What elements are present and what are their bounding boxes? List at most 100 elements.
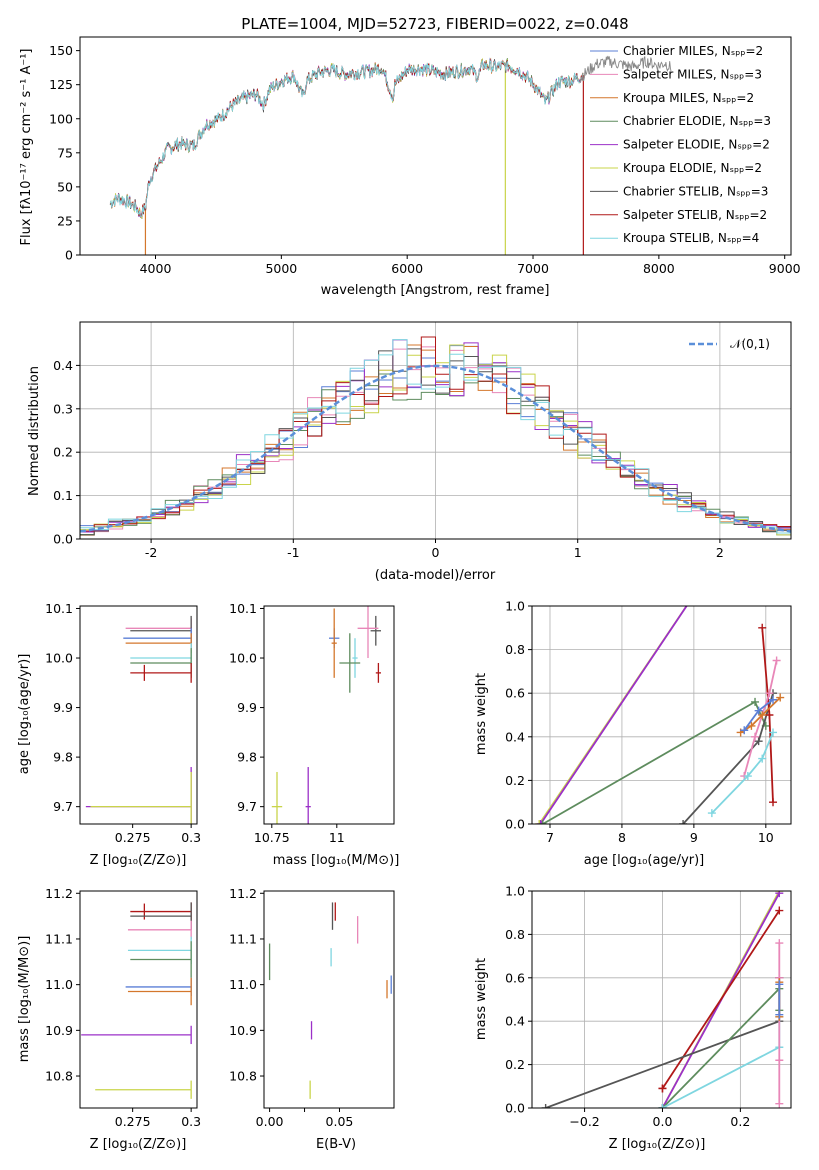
residuals-xtick-label: -2 <box>145 545 157 560</box>
spectrum-series-line <box>109 59 584 217</box>
age-weight-point-marker <box>765 711 774 719</box>
age-weight-point-marker <box>747 721 756 730</box>
age-weight-ytick-label: 0.0 <box>505 817 525 832</box>
z-weight-point-marker <box>658 1104 667 1108</box>
age-weight-point-marker <box>690 591 698 599</box>
histogram-xlabel: (data-model)/error <box>375 568 496 583</box>
spectrum-ytick-label: 0 <box>65 248 73 263</box>
z-weight-xtick-label: 0.2 <box>730 1114 750 1129</box>
spectrum-legend-label: Chabrier ELODIE, Nₛₚₚ=3 <box>623 114 771 128</box>
z-age-xtick-label: 0.3 <box>181 830 201 845</box>
spectrum-xtick-label: 5000 <box>265 261 297 276</box>
age-weight-point-marker <box>758 623 767 632</box>
spectrum-legend-label: Salpeter ELODIE, Nₛₚₚ=2 <box>623 138 770 152</box>
age-weight-xtick-label: 7 <box>546 830 554 845</box>
ebv-mass-panel: E(B-V) <box>316 1137 356 1152</box>
gaussian-reference-line <box>80 364 791 533</box>
z-age-border <box>79 605 198 825</box>
spectrum-xtick-label: 7000 <box>517 261 549 276</box>
z-weight-axes: −0.2 0.0 0.2 0.0 0.2 0.4 0.6 0.8 1.0 <box>505 884 792 1129</box>
ebv-mass-ytick-label: 11.2 <box>229 886 257 901</box>
z-weight-point-marker <box>775 980 784 989</box>
residuals-ytick-label: 0.2 <box>53 445 73 460</box>
age-weight-point-marker <box>740 726 749 735</box>
z-mass-border <box>79 890 198 1109</box>
z-weight-ytick-label: 0.0 <box>505 1101 525 1116</box>
spectrum-panel: PLATE=1004, MJD=52723, FIBERID=0022, z=0… <box>19 15 771 298</box>
spectrum-series-line <box>110 59 584 219</box>
z-age-marks <box>85 615 192 824</box>
ebv-mass-axes: 0.00 0.05 10.8 10.9 11.0 11.1 11.2 <box>229 886 395 1129</box>
z-weight-ytick-label: 1.0 <box>505 884 525 899</box>
z-age-panel: Z [log₁₀(Z/Z⊙)] age [log₁₀(age/yr)] <box>17 654 186 868</box>
z-weight-ytick-label: 0.6 <box>505 970 525 985</box>
spectrum-legend-label: Salpeter MILES, Nₛₚₚ=3 <box>623 67 762 81</box>
age-weight-point-marker <box>772 656 781 665</box>
gaussian-legend-label: 𝒩(0,1) <box>730 337 770 351</box>
age-weight-marks <box>535 591 785 824</box>
spectrum-legend-label: Kroupa ELODIE, Nₛₚₚ=2 <box>623 161 762 175</box>
ebv-mass-ytick-label: 10.9 <box>229 1023 257 1038</box>
age-weight-ylabel: mass weight <box>474 673 489 755</box>
z-weight-frame: −0.2 0.0 0.2 0.0 0.2 0.4 0.6 0.8 1.0 <box>505 884 792 1129</box>
ebv-mass-ytick-label: 11.0 <box>229 977 257 992</box>
z-weight-marks <box>541 891 784 1108</box>
age-weight-panel: age [log₁₀(age/yr)] mass weight <box>474 673 704 868</box>
spectrum-series-line <box>109 57 584 218</box>
spectrum-series-line <box>109 57 584 219</box>
z-weight-series-line <box>661 986 781 1108</box>
spectrum-border <box>79 36 792 256</box>
residuals-ytick-label: 0.0 <box>53 532 73 547</box>
age-weight-xtick-label: 8 <box>618 830 626 845</box>
spectrum-title: PLATE=1004, MJD=52723, FIBERID=0022, z=0… <box>241 15 628 33</box>
spectrum-series-line <box>109 59 584 218</box>
spectrum-ytick-label: 100 <box>49 111 73 126</box>
age-weight-axes: 7 8 9 10 0.0 0.2 0.4 0.6 0.8 1.0 <box>505 591 792 845</box>
histogram-step-line <box>80 339 791 534</box>
mass-age-xtick-label: 11 <box>329 830 345 845</box>
age-weight-ytick-label: 0.2 <box>505 773 525 788</box>
mass-age-xlabel: mass [log₁₀(M/M⊙)] <box>273 853 400 868</box>
spectrum-ylabel: Flux [fλ10⁻¹⁷ erg cm⁻² s⁻¹ A⁻¹] <box>19 49 34 246</box>
age-weight-frame: 7 8 9 10 0.0 0.2 0.4 0.6 0.8 1.0 <box>505 599 792 845</box>
z-age-xtick-label: 0.275 <box>115 830 151 845</box>
spectrum-xtick-label: 8000 <box>643 261 675 276</box>
age-weight-ytick-label: 0.4 <box>505 729 525 744</box>
z-age-ylabel: age [log₁₀(age/yr)] <box>17 654 32 775</box>
z-weight-point-marker <box>775 939 784 948</box>
spectrum-xtick-label: 4000 <box>140 261 172 276</box>
ebv-mass-ytick-label: 10.8 <box>229 1069 257 1084</box>
z-weight-xtick-label: 0.0 <box>653 1114 673 1129</box>
age-weight-point-marker <box>769 728 778 737</box>
z-mass-ytick-label: 10.8 <box>45 1069 73 1084</box>
z-weight-ylabel: mass weight <box>474 958 489 1040</box>
z-weight-ytick-label: 0.8 <box>505 927 525 942</box>
spectrum-data-line <box>579 55 672 82</box>
age-weight-ytick-label: 0.6 <box>505 686 525 701</box>
z-age-ytick-label: 9.7 <box>53 799 73 814</box>
mass-age-panel: mass [log₁₀(M/M⊙)] <box>273 853 400 868</box>
mass-age-ytick-label: 10.1 <box>229 601 257 616</box>
age-weight-point-marker <box>538 820 547 824</box>
age-weight-point-marker <box>769 798 778 807</box>
age-weight-point-marker <box>743 772 752 781</box>
ebv-mass-ytick-label: 11.1 <box>229 931 257 946</box>
age-weight-ytick-label: 0.8 <box>505 642 525 657</box>
mass-age-ytick-label: 9.7 <box>237 799 257 814</box>
z-mass-xtick-label: 0.3 <box>181 1114 201 1129</box>
z-mass-ytick-label: 10.9 <box>45 1023 73 1038</box>
spectrum-ytick-label: 25 <box>57 213 73 228</box>
z-weight-xlabel: Z [log₁₀(Z/Z⊙)] <box>609 1137 706 1152</box>
spectrum-ytick-label: 50 <box>57 179 73 194</box>
z-age-ytick-label: 9.9 <box>53 700 73 715</box>
spectrum-ytick-label: 125 <box>49 77 73 92</box>
age-weight-ytick-label: 1.0 <box>505 599 525 614</box>
spectrum-xtick-label: 6000 <box>391 261 423 276</box>
age-weight-point-marker <box>754 737 763 746</box>
spectrum-series-line <box>110 57 584 219</box>
age-weight-point-marker <box>754 706 763 715</box>
z-weight-series-line <box>661 910 781 1089</box>
z-weight-point-marker <box>658 1084 667 1093</box>
age-weight-point-marker <box>765 689 774 698</box>
spectrum-legend-label: Chabrier STELIB, Nₛₚₚ=3 <box>623 184 768 198</box>
